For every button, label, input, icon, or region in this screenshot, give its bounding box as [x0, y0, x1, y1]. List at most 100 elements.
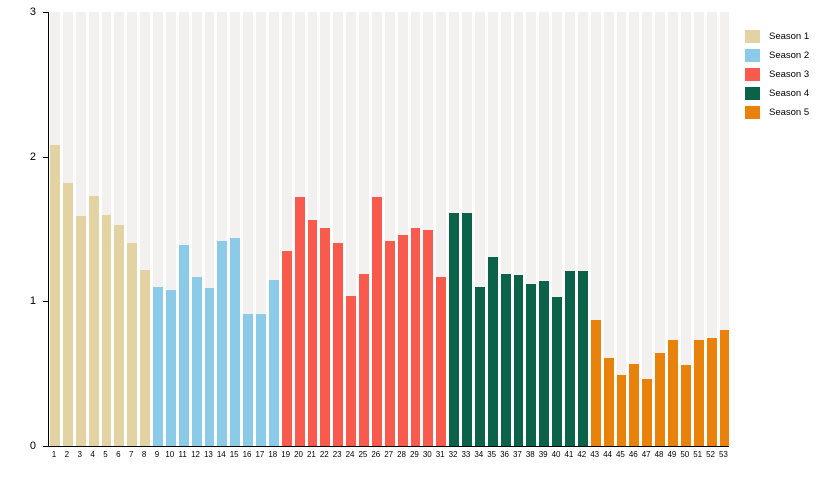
- y-tick-label-2: 2: [29, 150, 36, 163]
- legend-swatch-season-5: [745, 106, 760, 119]
- bar-slot-9: [153, 12, 163, 446]
- bar-episode-23-season-3: [333, 243, 344, 446]
- x-label-29: 29: [409, 450, 419, 459]
- bar-episode-13-season-2: [204, 288, 215, 446]
- bar-episode-19-season-3: [281, 250, 292, 446]
- bar-episode-22-season-3: [320, 227, 331, 446]
- x-label-11: 11: [178, 450, 187, 459]
- legend-label-season-5: Season 5: [769, 107, 810, 118]
- x-label-44: 44: [603, 450, 613, 459]
- bar-episode-42-season-4: [577, 270, 588, 446]
- x-label-51: 51: [693, 450, 703, 459]
- bar-slot-24: [346, 12, 356, 446]
- bar-slot-13: [204, 12, 215, 446]
- x-label-7: 7: [128, 450, 134, 459]
- legend-swatch-season-4: [745, 87, 760, 100]
- x-label-27: 27: [384, 450, 394, 459]
- bar-slot-11: [178, 12, 189, 446]
- x-label-49: 49: [667, 450, 677, 459]
- bar-episode-3-season-1: [75, 215, 86, 446]
- bar-slot-44: [603, 12, 614, 446]
- x-label-12: 12: [191, 450, 201, 459]
- legend-item-season-3: Season 3: [745, 68, 809, 81]
- bar-episode-35-season-4: [487, 256, 498, 446]
- bar-episode-44-season-5: [603, 357, 614, 446]
- bar-slot-49: [668, 12, 678, 446]
- bar-slot-41: [565, 12, 575, 446]
- bar-episode-16-season-2: [243, 314, 253, 446]
- bar-episode-27-season-3: [384, 240, 395, 446]
- bar-episode-9-season-2: [153, 286, 163, 446]
- bar-episode-11-season-2: [178, 244, 189, 446]
- bar-slot-26: [371, 12, 382, 446]
- bar-slot-20: [294, 12, 305, 446]
- bar-slot-42: [577, 12, 588, 446]
- bar-episode-18-season-2: [268, 279, 279, 446]
- legend-label-season-1: Season 1: [769, 31, 810, 42]
- bar-episode-4-season-1: [88, 195, 99, 446]
- bar-episode-31-season-3: [436, 276, 447, 446]
- bar-slot-53: [719, 12, 730, 446]
- plot-area: [48, 12, 730, 447]
- bar-episode-39-season-4: [539, 281, 550, 446]
- x-label-43: 43: [590, 450, 600, 459]
- bar-slot-52: [706, 12, 717, 446]
- bar-slot-36: [500, 12, 511, 446]
- bar-slot-28: [397, 12, 408, 446]
- y-tick-mark-0: [43, 446, 48, 447]
- x-label-52: 52: [706, 450, 716, 459]
- x-label-25: 25: [358, 450, 368, 459]
- bar-episode-5-season-1: [101, 214, 112, 446]
- bar-slot-23: [333, 12, 344, 446]
- bar-slots: [49, 12, 730, 446]
- bar-episode-14-season-2: [217, 240, 228, 446]
- x-label-38: 38: [525, 450, 535, 459]
- legend-swatch-season-1: [745, 30, 760, 43]
- bar-episode-33-season-4: [462, 213, 472, 446]
- bar-slot-40: [552, 12, 562, 446]
- bar-episode-20-season-3: [294, 197, 305, 446]
- legend-label-season-3: Season 3: [769, 69, 810, 80]
- x-label-21: 21: [306, 450, 316, 459]
- legend-item-season-2: Season 2: [745, 49, 809, 62]
- x-label-18: 18: [268, 450, 278, 459]
- x-label-4: 4: [90, 450, 95, 459]
- bar-slot-48: [655, 12, 665, 446]
- bar-episode-24-season-3: [346, 295, 356, 446]
- bar-slot-25: [359, 12, 369, 446]
- legend-item-season-1: Season 1: [745, 30, 809, 43]
- bar-slot-14: [217, 12, 228, 446]
- bar-slot-50: [680, 12, 691, 446]
- bar-slot-39: [539, 12, 550, 446]
- x-label-34: 34: [474, 450, 484, 459]
- x-label-28: 28: [397, 450, 407, 459]
- bar-slot-34: [474, 12, 485, 446]
- bar-episode-32-season-4: [449, 213, 459, 446]
- bar-slot-17: [256, 12, 266, 446]
- x-label-26: 26: [371, 450, 381, 459]
- y-tick-mark-3: [43, 12, 48, 13]
- x-label-15: 15: [229, 450, 239, 459]
- bar-episode-8-season-1: [140, 269, 150, 446]
- bar-slot-27: [384, 12, 395, 446]
- bar-episode-45-season-5: [616, 375, 627, 446]
- x-label-37: 37: [512, 450, 522, 459]
- x-label-46: 46: [628, 450, 638, 459]
- bar-episode-10-season-2: [165, 289, 176, 446]
- x-label-24: 24: [345, 450, 355, 459]
- x-label-14: 14: [216, 450, 226, 459]
- bar-slot-46: [629, 12, 640, 446]
- x-label-39: 39: [538, 450, 548, 459]
- bar-slot-35: [487, 12, 498, 446]
- bar-episode-51-season-5: [693, 340, 704, 446]
- x-label-33: 33: [461, 450, 471, 459]
- x-label-17: 17: [255, 450, 265, 459]
- x-label-10: 10: [165, 450, 175, 459]
- bar-slot-6: [114, 12, 125, 446]
- legend-swatch-season-3: [745, 68, 760, 81]
- x-label-40: 40: [551, 450, 561, 459]
- bar-episode-48-season-5: [655, 353, 665, 446]
- bar-slot-43: [590, 12, 601, 446]
- bar-episode-15-season-2: [230, 237, 241, 446]
- bar-slot-8: [140, 12, 150, 446]
